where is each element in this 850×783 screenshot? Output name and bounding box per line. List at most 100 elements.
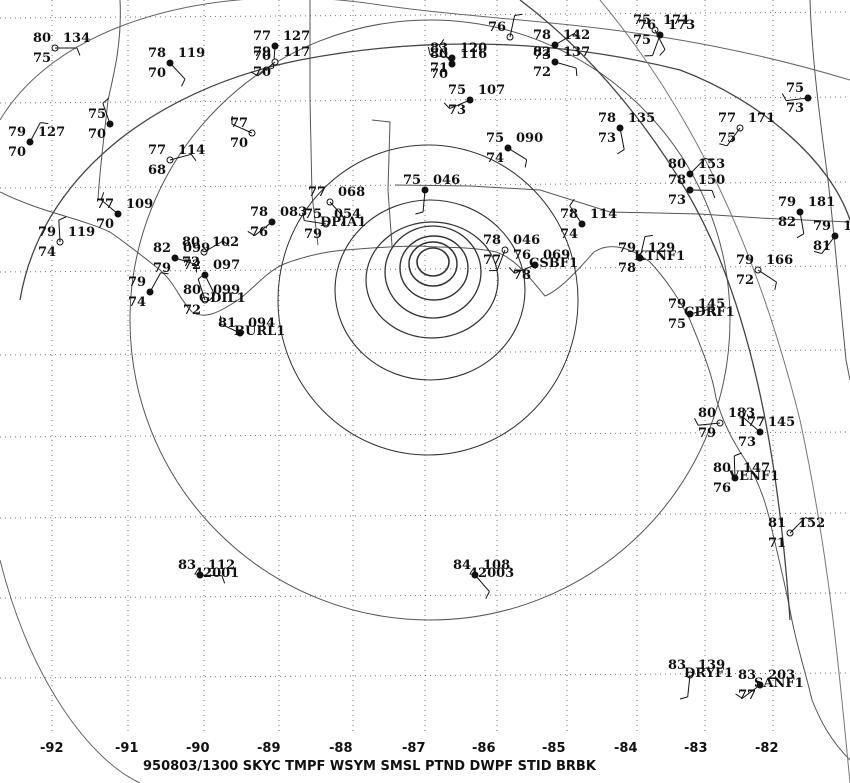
station-pressure: 120 — [460, 41, 487, 56]
wind-barb — [514, 264, 536, 274]
station-model: 77 127 70 — [253, 29, 310, 71]
lon-label: -82 — [755, 741, 779, 756]
wind-barb — [102, 103, 111, 125]
station-dewpoint: 71 — [430, 61, 448, 76]
station-model: 82 137 72 — [533, 45, 590, 80]
wind-barb — [554, 61, 577, 69]
station-id: BURL1 — [234, 324, 285, 339]
station-pressure: 173 — [668, 18, 695, 33]
station-temperature: 75 — [448, 83, 466, 98]
station-pressure: 046 — [513, 233, 540, 248]
station-pressure: 139 — [698, 658, 725, 673]
station-temperature: 77 — [148, 143, 166, 158]
station-temperature: 80 — [713, 461, 731, 476]
coastlines — [0, 0, 850, 761]
station-dewpoint: 74 — [128, 295, 146, 310]
station-dewpoint: 70 — [253, 49, 271, 64]
station-id: CDRF1 — [684, 305, 735, 320]
station-temperature: 77 — [718, 111, 736, 126]
station-model: 78 150 73 — [668, 173, 725, 208]
wind-barb — [254, 221, 273, 236]
station-dewpoint: 73 — [448, 103, 466, 118]
station-pressure: 097 — [213, 258, 240, 273]
station-model: 79 117 70 — [250, 45, 310, 80]
station-temperature: 77 — [230, 116, 248, 131]
wind-barb — [821, 235, 836, 254]
station-temperature: 76 — [488, 20, 506, 35]
station-pressure: 153 — [698, 157, 725, 172]
station-model: 76 173 — [638, 18, 695, 57]
wind-barb-flag — [415, 211, 424, 215]
station-pressure: 099 — [213, 283, 240, 298]
station-pressure: 183 — [728, 406, 755, 421]
station-pressure: 135 — [628, 111, 655, 126]
wind-barb — [687, 674, 691, 697]
station-dewpoint: 78 — [618, 261, 636, 276]
wind-barb — [733, 455, 736, 479]
station-dewpoint: 74 — [560, 227, 578, 242]
wind-barb-flag — [40, 122, 49, 125]
station-model: 78 046 77 — [483, 233, 540, 272]
wind-barb — [639, 236, 646, 259]
wind-barb-flag — [774, 281, 777, 290]
wind-barb-flag — [181, 78, 186, 87]
station-model: 81 152 71 — [768, 516, 825, 551]
station-temperature: 83 — [738, 668, 756, 683]
station-model: 82 099 79 — [153, 241, 210, 276]
station-model: 79 127 70 — [8, 122, 65, 160]
station-pressure: 114 — [178, 143, 205, 158]
wind-barb — [149, 272, 162, 293]
wind-barb — [554, 33, 575, 46]
station-dewpoint: 73 — [738, 435, 756, 450]
station-temperature: 80 — [183, 283, 201, 298]
wind-barb-flag — [197, 273, 205, 280]
station-pressure: 083 — [280, 205, 307, 220]
station-pressure: 134 — [63, 31, 90, 46]
wind-barb — [449, 99, 471, 110]
station-dewpoint: 78 — [513, 268, 531, 283]
station-model: 79 119 74 — [38, 216, 95, 260]
station-pressure: 114 — [590, 207, 617, 222]
station-dewpoint: 70 — [88, 127, 106, 142]
station-pressure: 203 — [768, 668, 795, 683]
station-temperature: 78 — [148, 46, 166, 61]
station-temperature: 75 — [304, 207, 322, 222]
wind-barb — [422, 189, 426, 212]
wind-barb — [203, 240, 224, 253]
station-pressure: 119 — [178, 46, 205, 61]
station-temperature: 80 — [33, 31, 51, 46]
wind-barb-flag — [208, 294, 216, 301]
station-model: 78 119 70 — [148, 46, 205, 87]
station-temperature: 79 — [618, 241, 636, 256]
wind-barb — [197, 278, 206, 301]
wind-barb — [726, 127, 741, 147]
station-temperature: 75 — [403, 173, 421, 188]
station-temperature: 79 — [253, 45, 271, 60]
wind-barb — [58, 220, 61, 243]
wind-barb — [474, 574, 490, 592]
station-model: 80 116 70 — [430, 39, 487, 82]
station-temperature: 177 — [738, 415, 765, 430]
station-temperature: 78 — [560, 207, 578, 222]
wind-barb-flag — [195, 264, 198, 273]
station-pressure: 109 — [126, 197, 153, 212]
station-model: 80 134 75 — [33, 31, 90, 66]
station-pressure: 171 — [748, 111, 775, 126]
station-pressure: 129 — [648, 241, 675, 256]
station-dewpoint: 79 — [153, 261, 171, 276]
station-pressure: 090 — [516, 131, 543, 146]
station-pressure: 127 — [283, 29, 310, 44]
wind-barb-flag — [247, 231, 255, 236]
station-dewpoint: 70 — [8, 145, 26, 160]
wind-barb — [757, 269, 777, 283]
station-pressure: 142 — [563, 28, 590, 43]
station-pressure: 112 — [208, 558, 235, 573]
